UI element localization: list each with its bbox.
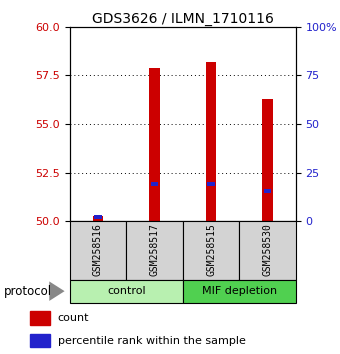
Text: GSM258516: GSM258516 [93, 223, 103, 276]
Text: count: count [58, 313, 89, 323]
Bar [30, 311, 50, 325]
Bar [151, 182, 158, 187]
Bar [206, 62, 216, 221]
Bar [207, 182, 215, 186]
Bar [30, 334, 50, 348]
Bar [149, 68, 159, 221]
Bar [94, 215, 102, 219]
Bar [70, 280, 183, 303]
Text: control: control [107, 286, 146, 296]
Bar [70, 221, 126, 280]
Bar [183, 280, 296, 303]
Text: percentile rank within the sample: percentile rank within the sample [58, 336, 245, 346]
Text: protocol: protocol [3, 285, 52, 298]
Bar [126, 221, 183, 280]
Bar [262, 99, 273, 221]
Bar [264, 189, 271, 193]
Text: GSM258517: GSM258517 [150, 223, 159, 276]
Polygon shape [49, 281, 65, 301]
Text: MIF depletion: MIF depletion [202, 286, 277, 296]
Bar [93, 216, 103, 221]
Title: GDS3626 / ILMN_1710116: GDS3626 / ILMN_1710116 [92, 12, 274, 25]
Bar [183, 221, 239, 280]
Bar [239, 221, 296, 280]
Text: GSM258530: GSM258530 [262, 223, 273, 276]
Text: GSM258515: GSM258515 [206, 223, 216, 276]
